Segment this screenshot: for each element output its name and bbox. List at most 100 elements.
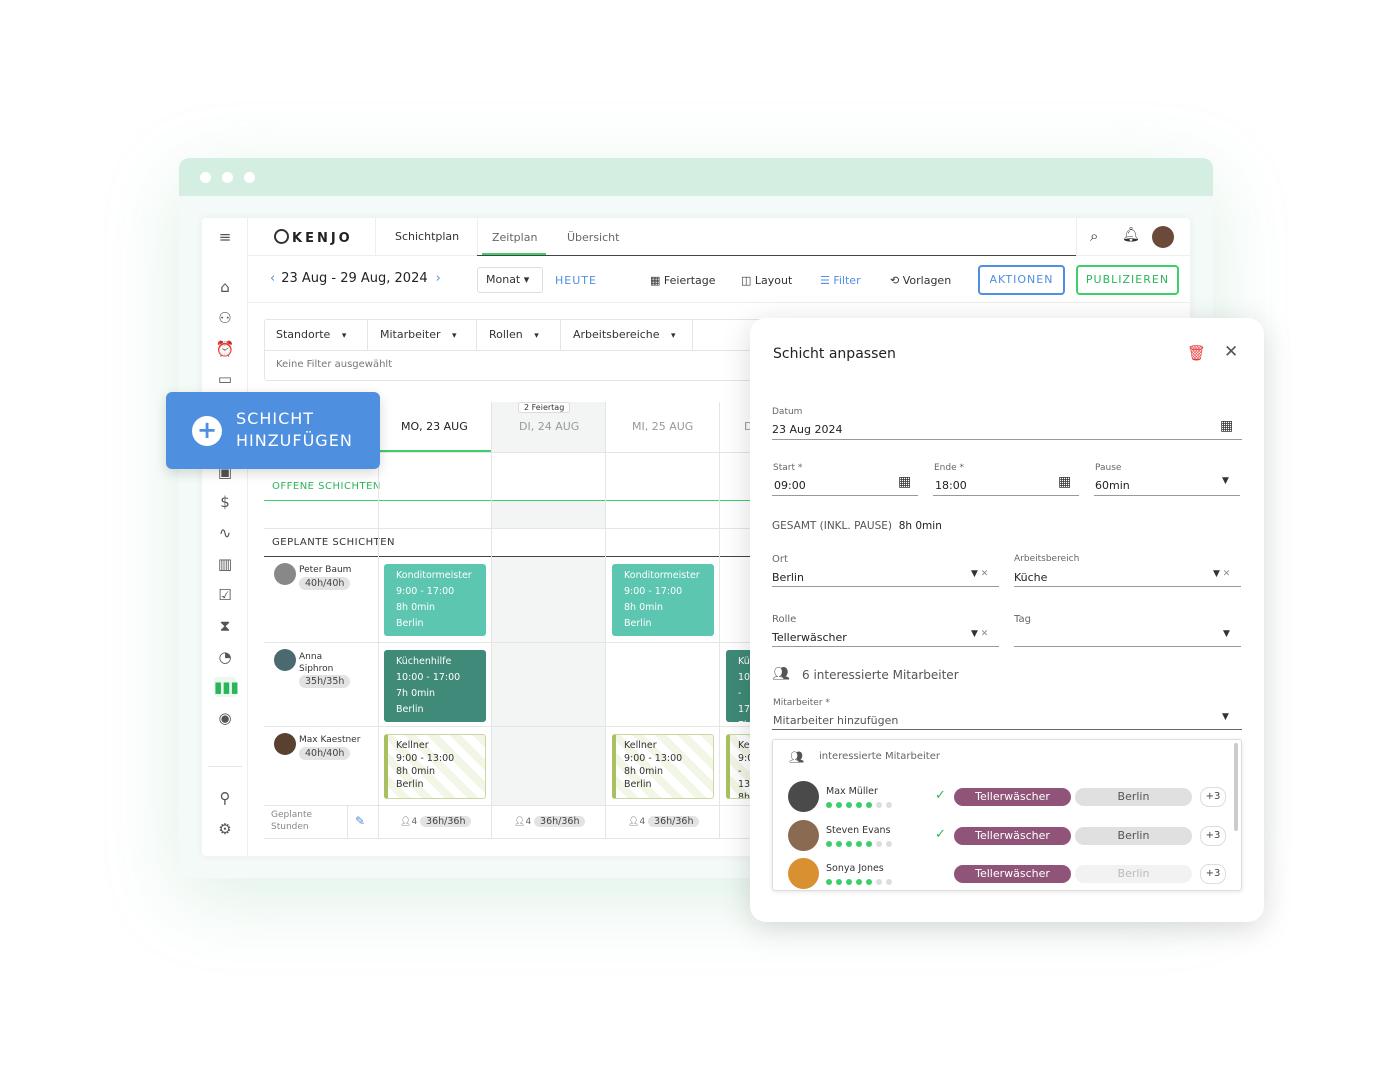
dropdown-icon[interactable]: ▼ ✕ <box>971 629 989 639</box>
employee-select[interactable]: Mitarbeiter hinzufügen <box>773 714 899 727</box>
plus-icon: + <box>192 416 222 446</box>
day-header-mi[interactable]: MI, 25 AUG <box>632 420 694 433</box>
dropdown-icon[interactable]: ▼ <box>1223 629 1230 639</box>
pulse-icon[interactable]: ∿ <box>218 524 232 542</box>
prev-week-icon[interactable]: ‹ <box>270 271 276 286</box>
hourglass-icon[interactable]: ⧗ <box>219 617 231 635</box>
edit-icon[interactable]: ✎ <box>355 814 366 828</box>
templates-button[interactable]: ⟲ Vorlagen <box>890 274 952 287</box>
filter-arbeitsbereiche[interactable]: Arbeitsbereiche ▾ <box>561 319 693 350</box>
actions-button[interactable]: AKTIONEN <box>978 265 1065 295</box>
trash-icon[interactable]: 🗑︎ <box>1187 344 1207 362</box>
divider <box>208 766 242 767</box>
dropdown-icon[interactable]: ▼ ✕ <box>971 569 989 579</box>
window-dot[interactable] <box>244 172 255 183</box>
user-avatar[interactable] <box>1152 226 1174 248</box>
alarm-icon[interactable]: ⏰ <box>215 340 235 358</box>
checklist-icon[interactable]: ☑ <box>218 586 232 604</box>
today-button[interactable]: HEUTE <box>555 274 597 287</box>
more-badge[interactable]: +3 <box>1200 825 1226 846</box>
people-icon[interactable]: ⚇ <box>218 309 232 327</box>
menu-collapse-icon[interactable]: ≡ <box>218 228 232 246</box>
calendar-icon[interactable]: ▦ <box>898 474 912 490</box>
settings-icon[interactable]: ⚙ <box>218 820 232 838</box>
employee-avatar <box>274 733 296 755</box>
candidate-role-pill: Tellerwäscher <box>954 826 1071 845</box>
megaphone-icon[interactable]: ◉ <box>218 709 232 727</box>
view-select[interactable]: Monat ▾ <box>477 267 543 293</box>
dollar-icon[interactable]: $ <box>220 493 230 511</box>
modal-title: Schicht anpassen <box>773 346 896 362</box>
verified-check-icon: ✓ <box>935 788 946 803</box>
dropdown-icon[interactable]: ▼ ✕ <box>1213 569 1231 579</box>
scrollbar[interactable] <box>1234 743 1238 831</box>
candidate-row[interactable]: Max Müller ✓ Tellerwäscher Berlin +3 <box>773 781 1233 813</box>
candidate-role-pill: Tellerwäscher <box>954 865 1071 883</box>
candidate-row[interactable]: Sonya Jones Tellerwäscher Berlin +3 <box>773 858 1233 890</box>
filter-button[interactable]: ☰ Filter <box>820 274 861 287</box>
filter-mitarbeiter[interactable]: Mitarbeiter ▾ <box>368 319 477 350</box>
bar-chart-icon[interactable]: ▥ <box>217 555 233 573</box>
tab-uebersicht[interactable]: Übersicht <box>567 231 620 244</box>
date-label: Datum <box>772 407 803 417</box>
candidate-avatar <box>788 781 819 812</box>
more-badge[interactable]: +3 <box>1200 787 1226 807</box>
window-dot[interactable] <box>200 172 211 183</box>
briefcase-icon[interactable]: ▭ <box>217 370 233 388</box>
bell-icon[interactable]: 🔔︎ <box>1122 227 1140 243</box>
candidate-location-pill: Berlin <box>1075 826 1192 845</box>
add-user-icon[interactable]: ⚲ <box>219 789 231 807</box>
dropdown-icon[interactable]: ▼ <box>1222 712 1229 722</box>
group-icon: 👥︎ <box>789 750 805 764</box>
header: KENJO Schichtplan Zeitplan Übersicht ⌕ 🔔… <box>248 218 1190 256</box>
day-header-di[interactable]: DI, 24 AUG <box>519 420 580 433</box>
more-badge[interactable]: +3 <box>1200 864 1226 884</box>
shift-plan-icon[interactable]: ▮▮▮ <box>214 677 239 697</box>
home-icon[interactable]: ⌂ <box>220 278 230 296</box>
publish-button[interactable]: PUBLIZIEREN <box>1076 265 1179 295</box>
employee-name[interactable]: Max Kaestner <box>299 735 361 745</box>
calendar-icon[interactable]: ▦ <box>1058 474 1072 490</box>
filter-rollen[interactable]: Rollen ▾ <box>477 319 561 350</box>
holiday-badge[interactable]: 2 Feiertag <box>518 402 571 413</box>
end-field[interactable]: 18:00 <box>935 479 967 492</box>
search-icon[interactable]: ⌕ <box>1090 227 1099 245</box>
employee-hours: 35h/35h <box>299 675 351 688</box>
window-dot[interactable] <box>222 172 233 183</box>
kenjo-logo[interactable]: KENJO <box>274 229 353 246</box>
speedometer-icon[interactable]: ◔ <box>218 648 232 666</box>
filter-standorte[interactable]: Standorte ▾ <box>264 319 368 350</box>
interested-count[interactable]: 6 interessierte Mitarbeiter <box>802 668 959 682</box>
employee-name[interactable]: Anna Siphron <box>299 652 334 674</box>
ort-select[interactable]: Berlin <box>772 571 804 584</box>
next-week-icon[interactable]: › <box>435 271 441 286</box>
layout-button[interactable]: ◫ Layout <box>741 274 793 287</box>
employee-hours: 40h/40h <box>299 747 351 760</box>
tab-zeitplan[interactable]: Zeitplan <box>492 231 538 244</box>
employee-name[interactable]: Peter Baum <box>299 565 352 575</box>
area-select[interactable]: Küche <box>1014 571 1048 584</box>
role-select[interactable]: Tellerwäscher <box>772 631 847 644</box>
day-header-mo[interactable]: MO, 23 AUG <box>401 420 468 433</box>
holidays-button[interactable]: ▦ Feiertage <box>650 274 716 287</box>
add-shift-button[interactable]: + SCHICHT HINZUFÜGEN <box>166 392 380 469</box>
calendar-icon[interactable]: ▦ <box>1220 418 1234 434</box>
day-header-do[interactable]: D <box>744 420 753 433</box>
edit-shift-modal: Schicht anpassen 🗑︎ ✕ Datum 23 Aug 2024 … <box>750 318 1264 922</box>
close-icon[interactable]: ✕ <box>1224 342 1239 362</box>
tab-schichtplan[interactable]: Schichtplan <box>395 230 460 243</box>
candidate-row[interactable]: Steven Evans ✓ Tellerwäscher Berlin +3 <box>773 819 1233 852</box>
date-field[interactable]: 23 Aug 2024 <box>772 423 843 436</box>
shift-card[interactable]: Konditormeister 9:00 - 17:00 8h 0min Berlin <box>612 564 714 636</box>
pause-select[interactable]: 60min <box>1095 479 1130 492</box>
interested-list: 👥︎ interessierte Mitarbeiter Max Müller … <box>772 739 1242 891</box>
dropdown-icon[interactable]: ▼ <box>1222 476 1229 486</box>
candidate-location-pill: Berlin <box>1075 865 1192 883</box>
shift-card[interactable]: Konditormeister 9:00 - 17:00 8h 0min Berlin <box>384 564 486 636</box>
candidate-name: Max Müller <box>826 786 878 797</box>
window-titlebar <box>179 158 1213 196</box>
start-field[interactable]: 09:00 <box>774 479 806 492</box>
